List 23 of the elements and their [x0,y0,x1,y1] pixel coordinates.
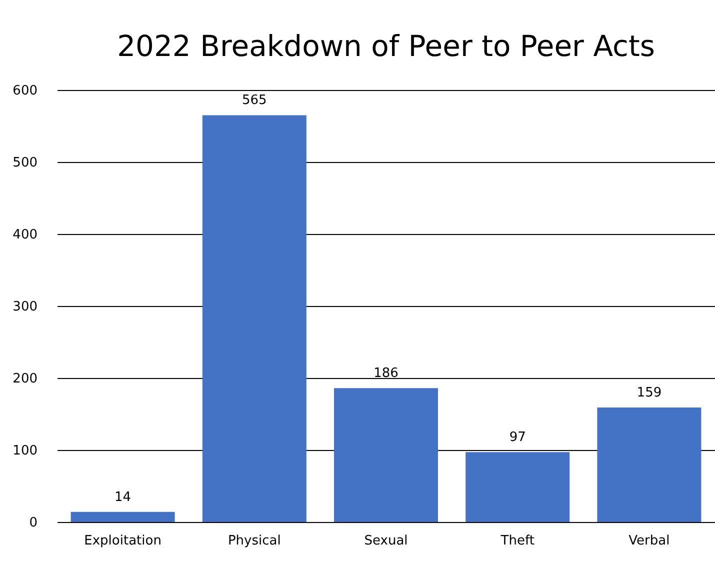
data-label: 565 [242,93,267,108]
y-tick-label: 200 [12,372,38,386]
y-tick-label: 400 [12,228,38,242]
bar [334,388,438,522]
y-tick-label: 100 [12,444,38,458]
x-tick-label: Sexual [364,534,408,548]
bar [70,512,175,522]
data-label: 159 [636,386,662,401]
bar [202,115,306,522]
y-tick-label: 0 [29,516,38,530]
x-tick-label: Exploitation [84,534,162,548]
x-tick-label: Verbal [628,534,670,548]
y-tick-label: 300 [12,300,38,314]
x-tick-label: Theft [500,534,534,548]
chart-title: 2022 Breakdown of Peer to Peer Acts [117,29,655,63]
data-label: 97 [509,430,526,446]
x-tick-label: Physical [228,534,281,548]
y-tick-label: 600 [12,84,38,98]
y-tick-label: 500 [12,156,38,170]
bar [466,452,570,522]
data-label: 186 [374,366,398,382]
bar [597,408,702,522]
data-label: 14 [114,490,132,505]
